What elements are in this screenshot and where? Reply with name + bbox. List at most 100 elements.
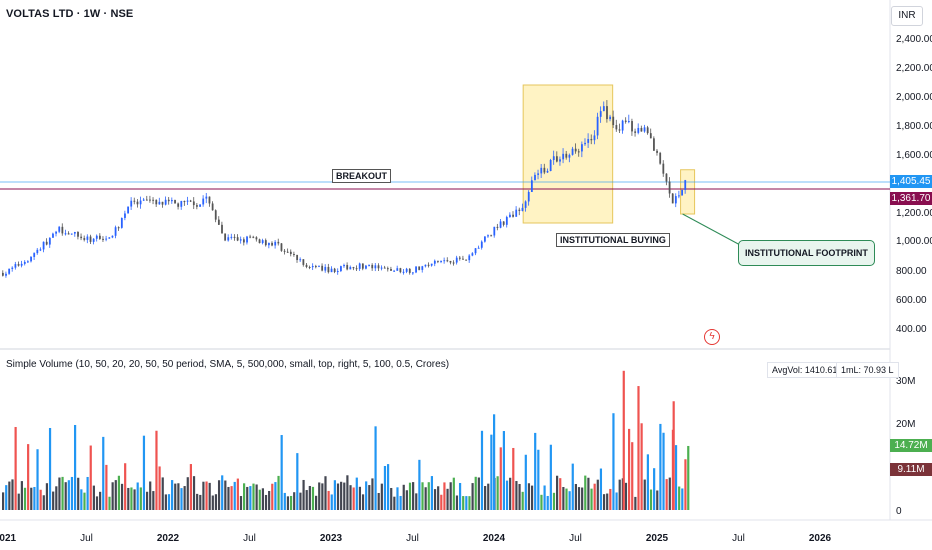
volume-bar (95, 496, 99, 510)
time-axis-tick: Jul (569, 533, 582, 544)
candle-body (77, 231, 79, 237)
price-axis-tick: 1,600.00 (896, 150, 932, 161)
candle-body (224, 233, 227, 241)
volume-bar (552, 492, 556, 510)
volume-bar (321, 483, 324, 510)
volume-indicator-title[interactable]: Simple Volume (10, 50, 20, 20, 50, 50 pe… (6, 359, 450, 370)
candle-body (333, 268, 336, 272)
candle-body (133, 200, 136, 202)
volume-bar (2, 492, 5, 510)
time-axis-tick: 2026 (809, 533, 832, 544)
institutional-footprint-callout[interactable]: INSTITUTIONAL FOOTPRINT (738, 240, 875, 266)
volume-axis-tick: 30M (896, 376, 915, 387)
volume-bar (581, 487, 584, 510)
candle-body (167, 199, 170, 202)
volume-bar (271, 483, 274, 510)
institutional-footprint-zone (680, 169, 696, 215)
volume-bar (602, 494, 606, 510)
candle-body (446, 260, 449, 262)
volume-bar (236, 478, 239, 510)
volume-bar (606, 493, 609, 510)
candle-body (86, 236, 89, 240)
currency-selector[interactable]: INR (891, 6, 923, 26)
candle-body (139, 200, 142, 205)
volume-bar (377, 492, 380, 510)
volume-bar (349, 485, 352, 510)
flash-alert-icon[interactable]: ϟ (704, 329, 720, 345)
volume-bar (480, 430, 484, 510)
volume-bar (83, 492, 86, 510)
volume-bar (108, 496, 111, 510)
candle-body (268, 242, 270, 246)
time-axis-tick: Jul (80, 533, 93, 544)
candle-body (386, 268, 389, 270)
candle-body (2, 272, 4, 276)
candle-body (327, 266, 330, 273)
volume-bar (33, 486, 36, 510)
price-axis-tick: 2,000.00 (896, 92, 932, 103)
candle-body (283, 250, 286, 252)
volume-bar (286, 496, 290, 510)
volume-bar (261, 488, 264, 510)
candle-body (374, 265, 377, 269)
candle-body (440, 260, 442, 262)
candle-body (462, 258, 464, 260)
volume-bar (221, 475, 224, 510)
time-axis-tick: 2022 (157, 533, 180, 544)
candle-body (365, 265, 367, 269)
candle-body (186, 200, 189, 202)
symbol-title[interactable]: VOLTAS LTD · 1W · NSE (6, 8, 134, 20)
candle-body (390, 268, 392, 271)
volume-red-tag: 9.11M (890, 463, 932, 476)
volume-bar (659, 423, 662, 510)
institutional-buying-label[interactable]: INSTITUTIONAL BUYING (556, 233, 670, 247)
candle-body (458, 257, 461, 259)
volume-bar (336, 483, 340, 510)
volume-bar (127, 487, 130, 510)
candle-body (527, 191, 530, 202)
time-axis-tick: Jul (732, 533, 745, 544)
volume-bar (612, 413, 615, 510)
volume-bar (386, 464, 390, 510)
volume-bar (183, 486, 186, 510)
volume-spike (622, 370, 625, 510)
volume-bar (596, 479, 599, 510)
candle-body (214, 210, 217, 220)
volume-bar (252, 483, 255, 510)
volume-bar (99, 491, 102, 510)
candle-body (264, 240, 267, 246)
candle-body (95, 235, 98, 239)
candle-body (289, 251, 292, 255)
candle-body (189, 200, 192, 202)
volume-bar (89, 445, 92, 510)
candle-body (17, 264, 20, 266)
candle-body (443, 260, 446, 262)
candle-body (596, 116, 599, 136)
breakout-label[interactable]: BREAKOUT (332, 169, 391, 183)
volume-bar (145, 491, 149, 510)
volume-bar (340, 481, 343, 510)
volume-bar (590, 488, 593, 510)
volume-bar (540, 494, 543, 510)
candle-body (552, 156, 555, 161)
volume-bar (662, 432, 665, 510)
candle-body (653, 138, 655, 151)
volume-bar (80, 489, 83, 510)
volume-bar (211, 495, 214, 510)
candle-body (465, 259, 468, 261)
candle-body (152, 199, 155, 201)
volume-bar (684, 459, 687, 510)
candle-body (36, 249, 39, 254)
institutional-buying-zone (522, 84, 614, 224)
volume-bar (149, 481, 152, 510)
candle-body (618, 129, 621, 131)
candle-body (358, 263, 361, 269)
volume-bar (155, 430, 158, 510)
candle-body (261, 240, 264, 244)
candle-body (530, 180, 533, 192)
volume-spike (687, 445, 690, 510)
volume-bar (615, 492, 618, 510)
volume-bar (48, 427, 52, 510)
candle-body (61, 226, 64, 234)
